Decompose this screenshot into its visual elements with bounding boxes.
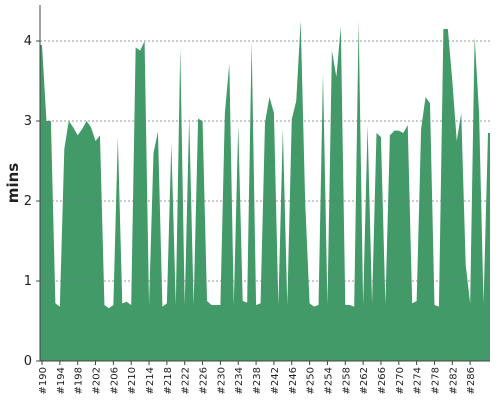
x-tick-label: #210 bbox=[127, 367, 138, 394]
y-axis-label: mins bbox=[4, 163, 22, 203]
x-tick-label: #190 bbox=[38, 367, 49, 394]
x-tick-label: #214 bbox=[145, 367, 156, 394]
x-tick-label: #242 bbox=[270, 367, 281, 394]
x-tick-label: #202 bbox=[92, 367, 103, 394]
y-tick-label: 1 bbox=[24, 274, 32, 289]
x-tick-label: #262 bbox=[359, 367, 370, 394]
x-tick-label: #230 bbox=[216, 367, 227, 394]
x-tick-label: #278 bbox=[430, 367, 441, 394]
x-tick-label: #234 bbox=[234, 367, 245, 394]
x-tick-label: #250 bbox=[306, 367, 317, 394]
x-tick-label: #286 bbox=[466, 367, 477, 394]
x-tick-label: #198 bbox=[74, 367, 85, 394]
x-tick-label: #254 bbox=[323, 367, 334, 394]
y-tick-label: 0 bbox=[24, 354, 32, 369]
x-tick-label: #282 bbox=[448, 367, 459, 394]
x-tick-label: #222 bbox=[181, 367, 192, 394]
area bbox=[40, 21, 490, 361]
x-tick-label: #274 bbox=[413, 367, 424, 394]
x-tick-label: #218 bbox=[163, 367, 174, 394]
x-tick-label: #194 bbox=[56, 367, 67, 394]
x-tick-label: #206 bbox=[109, 367, 120, 394]
y-tick-label: 4 bbox=[24, 34, 32, 49]
x-tick-label: #238 bbox=[252, 367, 263, 394]
y-tick-label: 3 bbox=[24, 114, 32, 129]
x-tick-label: #246 bbox=[288, 367, 299, 394]
x-tick-label: #258 bbox=[341, 367, 352, 394]
y-tick-label: 2 bbox=[24, 194, 32, 209]
x-tick-label: #266 bbox=[377, 367, 388, 394]
x-tick-label: #226 bbox=[199, 367, 210, 394]
x-tick-label: #270 bbox=[395, 367, 406, 394]
